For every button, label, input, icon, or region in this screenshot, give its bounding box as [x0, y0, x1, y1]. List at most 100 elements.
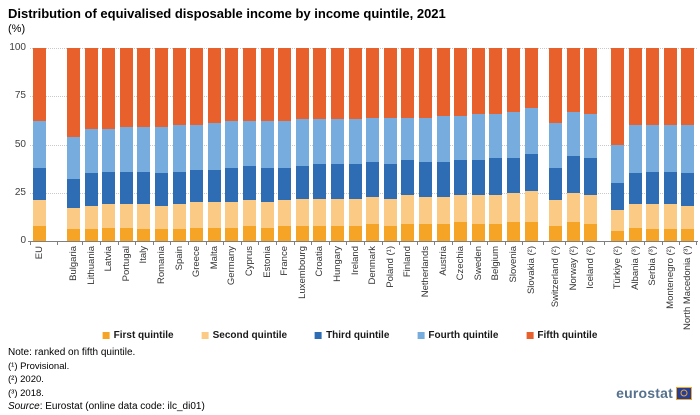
bar-north-macedonia	[681, 48, 695, 241]
bar-belgium	[489, 48, 503, 241]
bar-segment-q5	[566, 48, 580, 112]
legend-swatch-first-quintile	[102, 332, 110, 339]
y-axis-label-0: 0	[20, 235, 26, 246]
y-axis-label-50: 50	[14, 138, 26, 150]
bar-segment-q1	[436, 223, 450, 241]
x-axis-tick	[522, 242, 524, 245]
source-word: Source	[8, 401, 40, 412]
bar-albania	[628, 48, 642, 241]
x-label-albania: Albania (³)	[629, 246, 641, 290]
bar-segment-q1	[566, 221, 580, 241]
bar-segment-q4	[436, 115, 450, 162]
bar-switzerland	[549, 48, 563, 241]
bar-segment-q3	[663, 171, 677, 205]
x-axis-tick	[504, 242, 506, 245]
bar-segment-q3	[172, 171, 186, 205]
bar-bulgaria	[67, 48, 80, 241]
legend-label: Third quintile	[326, 330, 390, 341]
bar-segment-q2	[454, 194, 468, 222]
x-label-croatia: Croatia	[314, 246, 326, 277]
bar-italy	[137, 48, 151, 241]
gridline-100	[30, 48, 697, 49]
footnote-3: (³) 2018.	[8, 387, 44, 399]
x-axis-tick	[604, 242, 606, 245]
bar-ireland	[348, 48, 362, 241]
bar-segment-q5	[155, 48, 168, 128]
x-axis-tick	[451, 242, 453, 245]
bar-slovenia	[507, 48, 520, 241]
bar-segment-q2	[243, 200, 256, 226]
bar-malta	[207, 48, 221, 241]
x-axis-tick	[582, 242, 584, 245]
bar-segment-q4	[260, 121, 274, 168]
bar-segment-q5	[225, 48, 239, 122]
bar-segment-q5	[366, 48, 380, 118]
bar-segment-q5	[646, 48, 660, 126]
bar-segment-q2	[489, 194, 503, 224]
x-label-north-macedonia: North Macedonia (³)	[682, 245, 694, 330]
bar-segment-q3	[507, 158, 520, 193]
x-axis-tick	[152, 242, 154, 245]
bar-segment-q4	[331, 119, 344, 164]
x-axis-tick	[381, 242, 383, 245]
bar-segment-q4	[67, 136, 80, 180]
bar-segment-q1	[225, 227, 239, 241]
stacked-bar-chart: 0 25 50 75 100 EU Bulgaria Lithuania Latvia Portu…	[9, 42, 698, 330]
x-axis-tick	[346, 242, 348, 245]
bar-segment-q2	[584, 194, 598, 224]
bar-poland	[383, 48, 397, 241]
bar-segment-q3	[295, 165, 309, 199]
bar-segment-q5	[584, 48, 598, 114]
x-axis-tick	[30, 242, 31, 245]
eurostat-logo: eurostat	[616, 385, 692, 401]
bar-hungary	[331, 48, 344, 241]
bar-segment-q5	[611, 48, 624, 145]
x-label-lithuania: Lithuania	[85, 246, 97, 285]
bar-segment-q3	[33, 167, 46, 201]
bar-segment-q5	[507, 48, 520, 112]
bar-austria	[436, 48, 450, 241]
bar-segment-q2	[471, 194, 485, 224]
legend-swatch-second-quintile	[201, 332, 209, 339]
bar-segment-q3	[190, 169, 204, 203]
bar-segment-q4	[454, 115, 468, 160]
bar-eu	[33, 48, 46, 241]
bar-segment-q5	[348, 48, 362, 120]
bar-segment-q5	[102, 48, 116, 130]
bar-segment-q5	[295, 48, 309, 120]
eu-flag-icon	[676, 386, 692, 400]
bar-segment-q1	[524, 221, 538, 241]
bar-segment-q2	[348, 198, 362, 226]
bar-segment-q3	[207, 169, 221, 203]
x-axis-tick	[99, 242, 101, 245]
bar-segment-q2	[419, 196, 432, 224]
x-axis-tick	[223, 242, 225, 245]
gridline-75	[30, 96, 697, 98]
bar-segment-q4	[549, 123, 563, 168]
bar-segment-q5	[190, 48, 204, 126]
bar-segment-q2	[67, 208, 80, 230]
bar-segment-q4	[366, 117, 380, 162]
bar-segment-q2	[331, 198, 344, 226]
bar-segment-q4	[663, 125, 677, 172]
legend-swatch-third-quintile	[315, 332, 323, 339]
bar-segment-q1	[383, 225, 397, 241]
x-label-czechia: Czechia	[455, 246, 467, 281]
bar-segment-q3	[419, 161, 432, 197]
bar-segment-q3	[646, 171, 660, 205]
bar-segment-q4	[611, 144, 624, 184]
bar-segment-q3	[348, 163, 362, 199]
bar-segment-q3	[313, 163, 327, 199]
bar-segment-q2	[611, 210, 624, 232]
bar-segment-q4	[524, 107, 538, 155]
x-axis-tick	[661, 242, 663, 245]
bar-segment-q5	[471, 48, 485, 114]
bar-segment-q2	[401, 194, 415, 224]
bar-segment-q3	[584, 158, 598, 195]
x-label-cyprus: Cyprus	[244, 246, 255, 277]
bar-segment-q5	[84, 48, 98, 130]
bar-segment-q5	[172, 48, 186, 126]
x-label-latvia: Latvia	[103, 246, 115, 272]
x-axis-tick	[363, 242, 365, 245]
x-axis-tick	[434, 242, 436, 245]
